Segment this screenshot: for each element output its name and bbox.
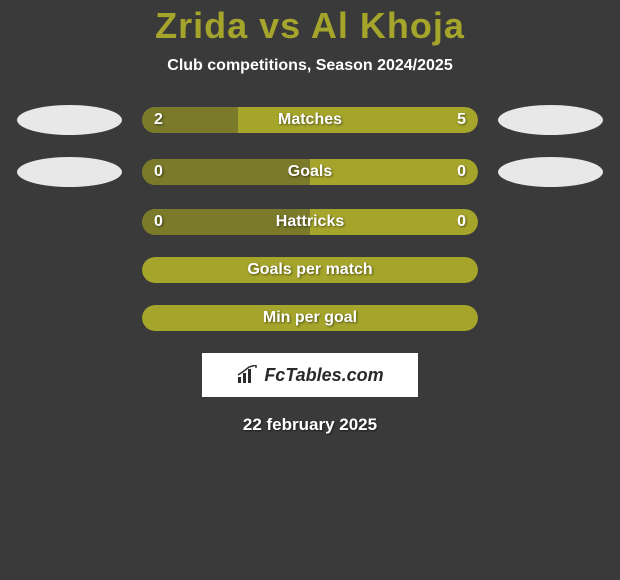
stat-label: Min per goal [263, 309, 357, 327]
stat-val-right: 0 [457, 163, 466, 181]
stat-bar: 2 5 Matches [142, 107, 478, 133]
date-text: 22 february 2025 [0, 415, 620, 435]
logo-content: FcTables.com [236, 365, 383, 386]
stat-bar: 0 0 Hattricks [142, 209, 478, 235]
stat-label: Matches [278, 111, 342, 129]
stats-container: 2 5 Matches 0 0 Goals 0 0 Hattricks Goals per mat… [0, 105, 620, 331]
team-avatar-right [498, 157, 603, 187]
page-title: Zrida vs Al Khoja [0, 5, 620, 47]
team-avatar-left [17, 105, 122, 135]
stat-label: Hattricks [276, 213, 344, 231]
stat-row: 2 5 Matches [0, 105, 620, 135]
logo-chart-icon [236, 365, 260, 385]
stat-row: 0 0 Goals [0, 157, 620, 187]
team-avatar-left [17, 157, 122, 187]
stat-bar: Min per goal [142, 305, 478, 331]
stat-bar: 0 0 Goals [142, 159, 478, 185]
stat-bar: Goals per match [142, 257, 478, 283]
stat-val-left: 2 [154, 111, 163, 129]
main-container: Zrida vs Al Khoja Club competitions, Sea… [0, 0, 620, 435]
logo-box: FcTables.com [202, 353, 418, 397]
logo-text: FcTables.com [264, 365, 383, 386]
stat-val-left: 0 [154, 163, 163, 181]
center-row-wrap: Goals per match [142, 257, 478, 283]
subtitle: Club competitions, Season 2024/2025 [0, 57, 620, 75]
stat-row: Min per goal [0, 305, 620, 331]
team-avatar-right [498, 105, 603, 135]
center-row-wrap: Min per goal [142, 305, 478, 331]
stat-row: Goals per match [0, 257, 620, 283]
stat-row: 0 0 Hattricks [0, 209, 620, 235]
stat-val-left: 0 [154, 213, 163, 231]
center-row-wrap: 0 0 Hattricks [142, 209, 478, 235]
stat-label: Goals [288, 163, 332, 181]
stat-label: Goals per match [247, 261, 372, 279]
stat-val-right: 0 [457, 213, 466, 231]
bar-left-fill [142, 159, 310, 185]
stat-val-right: 5 [457, 111, 466, 129]
